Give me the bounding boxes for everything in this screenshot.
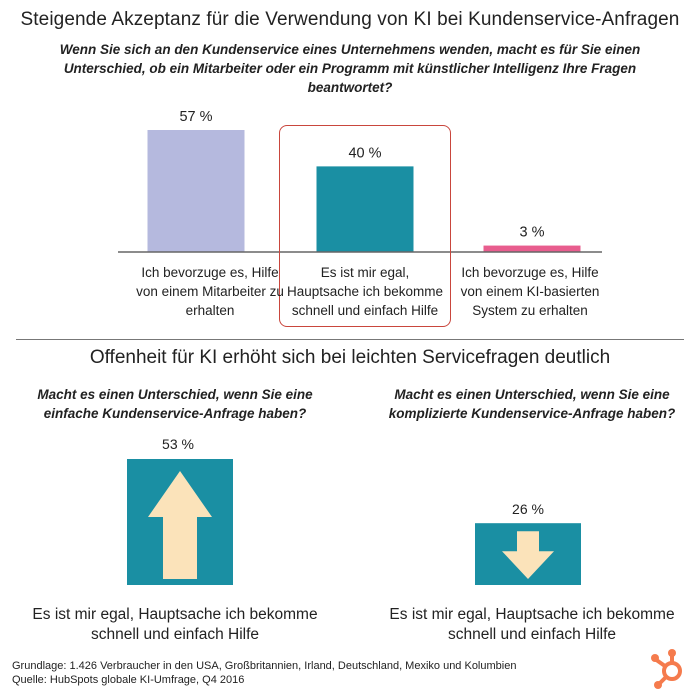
hubspot-sprocket-icon [651,649,682,689]
section-title: Offenheit für KI erhöht sich bei leichte… [89,347,611,368]
main-title: Steigende Akzeptanz für die Verwendung v… [20,9,680,30]
bar-2 [483,245,581,252]
footer-source: Quelle: HubSpots globale KI-Umfrage, Q4 … [12,674,245,686]
comparison-bars [127,459,581,585]
preference-bar-chart: 57 % 40 % 3 % [118,109,602,253]
category-label-egal: Es ist mir egal, Hauptsache ich bekomme … [286,265,444,318]
value-label-simple: 53 % [162,436,194,452]
bar-0 [147,130,245,252]
down-arrow-icon [502,531,554,579]
bar-1 [316,166,414,252]
bar-value-label-2: 3 % [520,225,545,241]
bar-complex-group [475,523,581,585]
footer-basis: Grundlage: 1.426 Verbraucher in den USA,… [12,660,517,672]
value-label-complex: 26 % [512,501,544,517]
answer-simple: Es ist mir egal, Hauptsache ich bekomme … [32,606,318,643]
answer-complex: Es ist mir egal, Hauptsache ich bekomme … [389,606,675,643]
bar-value-label-0: 57 % [179,109,212,125]
highlight-box [279,125,451,327]
bar-simple-group [127,459,233,585]
question-complex: Macht es einen Unterschied, wenn Sie ein… [388,387,676,421]
bar-value-label-1: 40 % [348,145,381,161]
up-arrow-icon [148,471,212,579]
section-divider [16,339,684,340]
category-label-mitarbeiter: Ich bevorzuge es, Hilfe von einem Mitarb… [136,265,284,318]
question-simple: Macht es einen Unterschied, wenn Sie ein… [37,387,313,421]
category-label-ki: Ich bevorzuge es, Hilfe von einem KI-bas… [460,265,600,318]
survey-question: Wenn Sie sich an den Kundenservice eines… [59,42,641,95]
